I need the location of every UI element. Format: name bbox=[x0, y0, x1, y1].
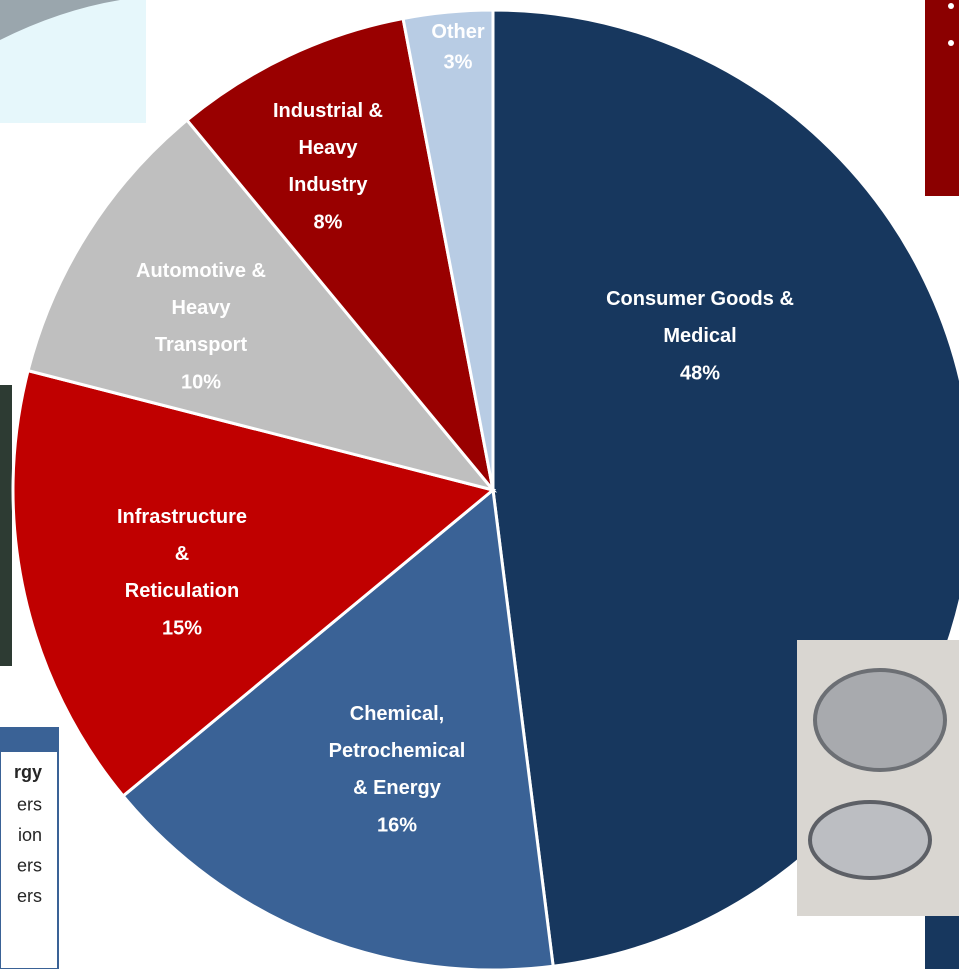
slice-value-label: 10% bbox=[181, 371, 221, 393]
slice-label: Other bbox=[431, 21, 485, 43]
pie-slice bbox=[184, 16, 495, 491]
red-panel bbox=[925, 0, 959, 196]
pie-slice bbox=[401, 8, 495, 491]
bullet bbox=[948, 40, 954, 46]
slice-value-label: 48% bbox=[680, 362, 720, 384]
side-panel-header bbox=[0, 728, 58, 752]
cookware-image bbox=[808, 800, 932, 880]
slice-value-label: 16% bbox=[377, 814, 417, 836]
side-text-line: ers bbox=[17, 886, 42, 906]
navy-panel bbox=[925, 915, 959, 969]
labels: Consumer Goods & Medical 48% Chemical, Petro… bbox=[117, 21, 794, 836]
side-text-line: rgy bbox=[14, 762, 42, 782]
pie-slice bbox=[26, 118, 498, 493]
bullet bbox=[948, 3, 954, 9]
side-text-line: ion bbox=[18, 825, 42, 845]
slice-value-label: 8% bbox=[314, 211, 343, 233]
pie-slice bbox=[11, 368, 497, 799]
pie-slice bbox=[121, 487, 555, 969]
cookware-image bbox=[813, 668, 947, 772]
side-text-line: ers bbox=[17, 855, 42, 875]
car-image bbox=[0, 0, 120, 40]
slice-label: Consumer Goods & Medical bbox=[606, 288, 794, 347]
image-fragment bbox=[0, 385, 12, 666]
slice-value-label: 3% bbox=[444, 51, 473, 73]
slice-label: Infrastructure & Reticulation bbox=[117, 506, 247, 602]
slice-label: Chemical, Petrochemical & Energy bbox=[329, 703, 466, 799]
side-text-line: ers bbox=[17, 794, 42, 814]
side-panel bbox=[0, 727, 59, 969]
slice-label: Industrial & Heavy Industry bbox=[273, 100, 383, 196]
slice-label: Automotive & Heavy Transport bbox=[136, 260, 266, 356]
slice-value-label: 15% bbox=[162, 617, 202, 639]
side-text: rgy ers ion ers ers bbox=[14, 762, 42, 906]
